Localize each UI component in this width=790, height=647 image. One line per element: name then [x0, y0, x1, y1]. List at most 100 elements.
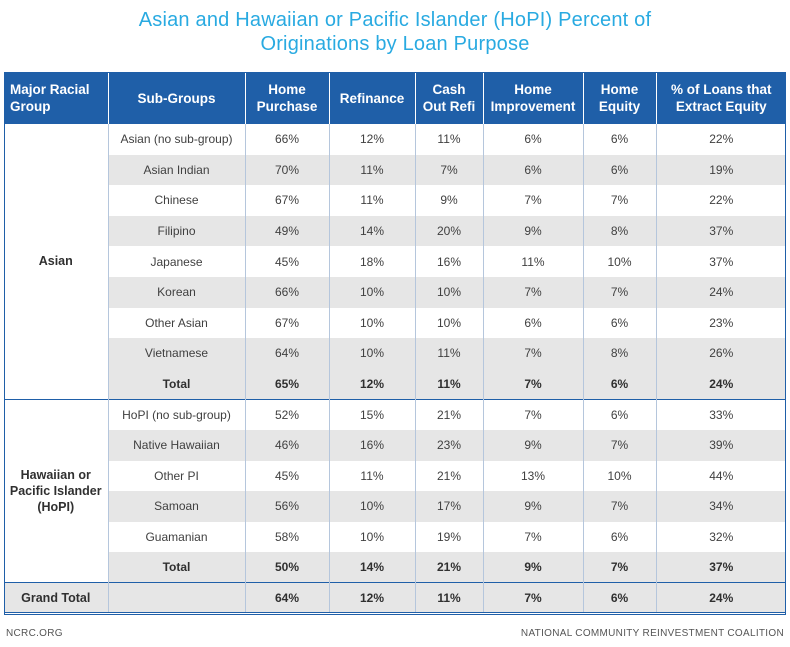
value-cell: 9% — [483, 491, 584, 522]
value-cell: 14% — [329, 215, 416, 247]
value-cell: 6% — [583, 307, 657, 339]
value-cell: 10% — [415, 307, 484, 339]
title-line-1: Asian and Hawaiian or Pacific Islander (… — [138, 9, 652, 31]
value-cell: 10% — [329, 338, 416, 369]
column-header: % of Loans that Extract Equity — [656, 72, 786, 124]
table-row: Korean 66% 10% 10% 7% 7% 24% — [4, 276, 786, 308]
table-row: Asian Indian 70% 11% 7% 6% 6% 19% — [4, 154, 786, 186]
value-cell: 7% — [583, 276, 657, 308]
value-cell: 7% — [483, 582, 584, 614]
table-row: Filipino 49% 14% 20% 9% 8% 37% — [4, 215, 786, 247]
sub-group-cell: Asian (no sub-group) — [108, 124, 246, 155]
value-cell: 11% — [415, 338, 484, 369]
sub-group-cell: Korean — [108, 276, 246, 308]
value-cell: 7% — [483, 185, 584, 216]
table-row: Other PI 45% 11% 21% 13% 10% 44% — [4, 460, 786, 492]
table-row: Hawaiian or Pacific Islander (HoPI) HoPI … — [4, 398, 786, 583]
sub-group-cell: Total — [108, 552, 246, 583]
value-cell: 11% — [329, 154, 416, 186]
value-cell: 24% — [656, 276, 786, 308]
value-cell: 21% — [415, 398, 484, 430]
table-row: Japanese 45% 18% 16% 11% 10% 37% — [4, 246, 786, 277]
sub-group-cell: Vietnamese — [108, 338, 246, 369]
value-cell: 11% — [415, 582, 484, 614]
value-cell: 7% — [583, 185, 657, 216]
table-row: Guamanian 58% 10% 19% 7% 6% 32% — [4, 521, 786, 553]
table-row: Other Asian 67% 10% 10% 6% 6% 23% — [4, 307, 786, 339]
value-cell: 65% — [245, 368, 330, 400]
value-cell: 24% — [656, 582, 786, 614]
value-cell: 14% — [329, 552, 416, 583]
value-cell: 10% — [329, 491, 416, 522]
total-row: Total 65% 12% 11% 7% 6% 24% — [4, 368, 786, 400]
value-cell: 9% — [483, 552, 584, 583]
value-cell: 12% — [329, 124, 416, 155]
value-cell: 6% — [583, 521, 657, 553]
table-row: Samoan 56% 10% 17% 9% 7% 34% — [4, 491, 786, 522]
column-header: Refinance — [329, 72, 416, 124]
value-cell: 6% — [583, 368, 657, 400]
value-cell: 34% — [656, 491, 786, 522]
value-cell: 7% — [583, 429, 657, 461]
value-cell: 15% — [329, 398, 416, 430]
origination-table: Major Racial Group Sub-Groups Home Purch… — [4, 72, 786, 614]
header-row: Major Racial Group Sub-Groups Home Purch… — [4, 72, 786, 124]
column-header: Sub-Groups — [108, 72, 246, 124]
value-cell: 12% — [329, 582, 416, 614]
footer-org: NATIONAL COMMUNITY REINVESTMENT COALITIO… — [520, 628, 784, 639]
column-header: Cash Out Refi — [415, 72, 484, 124]
value-cell: 66% — [245, 276, 330, 308]
value-cell: 7% — [583, 552, 657, 583]
value-cell: 22% — [709, 193, 734, 208]
value-cell: 19% — [415, 521, 484, 553]
grand-total-row: Grand Total 64% 12% 11% 7% 6% 24% — [4, 582, 786, 614]
value-cell: 11% — [329, 185, 416, 216]
value-cell: 9% — [483, 215, 584, 247]
value-cell: 11% — [483, 246, 584, 277]
sub-group-cell: HoPI (no sub-group) — [108, 398, 246, 430]
value-cell: 10% — [329, 276, 416, 308]
value-cell: 7% — [483, 368, 584, 400]
value-cell: 58% — [245, 521, 330, 553]
value-cell: 45% — [245, 246, 330, 277]
value-cell: 64% — [245, 582, 330, 614]
total-row: Total 50% 14% 21% 9% 7% 37% — [4, 552, 786, 583]
value-cell: 9% — [483, 429, 584, 461]
column-header: Home Purchase — [245, 72, 330, 124]
sub-group-cell: Filipino — [108, 215, 246, 247]
value-cell: 37% — [656, 552, 786, 583]
value-cell: 70% — [245, 154, 330, 186]
value-cell: 66% — [245, 124, 330, 155]
sub-group-cell: Native Hawaiian — [108, 429, 246, 461]
value-cell: 22% — [709, 132, 734, 147]
value-cell: 16% — [415, 246, 484, 277]
table-row: Vietnamese 64% 10% 11% 7% 8% 26% — [4, 338, 786, 369]
value-cell: 9% — [415, 185, 484, 216]
group-label: Hawaiian or Pacific Islander (HoPI) — [4, 398, 109, 583]
value-cell: 23% — [415, 429, 484, 461]
value-cell: 50% — [245, 552, 330, 583]
value-cell: 64% — [245, 338, 330, 369]
table-row: Native Hawaiian 46% 16% 23% 9% 7% 39% — [4, 429, 786, 461]
value-cell: 17% — [415, 491, 484, 522]
value-cell: 24% — [656, 368, 786, 400]
value-cell: 6% — [483, 154, 584, 186]
empty-cell — [108, 582, 246, 614]
value-cell: 49% — [245, 215, 330, 247]
sub-group-cell: Chinese — [108, 185, 246, 216]
value-cell: 6% — [483, 124, 584, 155]
value-cell: 18% — [329, 246, 416, 277]
value-cell: 39% — [656, 429, 786, 461]
value-cell: 10% — [583, 246, 657, 277]
value-cell: 33% — [656, 398, 786, 430]
value-cell: 8% — [583, 215, 657, 247]
value-cell: 6% — [583, 398, 657, 430]
value-cell: 6% — [583, 154, 657, 186]
value-cell: 8% — [583, 338, 657, 369]
sub-group-cell: Total — [108, 368, 246, 400]
table-row: Asian Asian (no sub-group) 66% 12% 11% 6% 6% 22… — [4, 124, 786, 400]
column-header: Home Equity — [583, 72, 657, 124]
value-cell: 56% — [245, 491, 330, 522]
sub-group-cell: Other Asian — [108, 307, 246, 339]
value-cell: 10% — [583, 460, 657, 492]
